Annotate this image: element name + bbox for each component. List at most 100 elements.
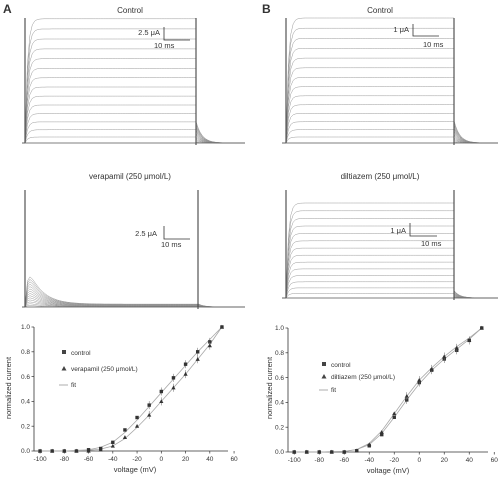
plot-b-point-drug-14: [467, 338, 472, 342]
current-sweep-b-drug-4: [282, 275, 498, 299]
plot-a-ytick-label-0: 0.0: [21, 448, 30, 455]
current-sweep-b-drug-6: [282, 261, 498, 299]
plot-a-point-drug-15: [219, 324, 225, 329]
current-sweep-a-control-8: [22, 77, 245, 144]
plot-b-legend: control diltiazem (250 μmol/L) fit: [319, 362, 395, 394]
plot-a-xtick-label-6: 20: [182, 456, 190, 463]
current-sweep-b-drug-8: [282, 247, 498, 299]
current-sweep-b-control-6: [282, 95, 498, 144]
plot-b-ytick-label-2: 0.4: [275, 400, 284, 407]
plot-a-xtick-label-5: 0: [160, 456, 164, 463]
iv-plot-a: -100 -80 -60 -40 -20 0 20 40 60 0.0 0.2 0.4 0.6 0.8 1.…: [4, 324, 238, 474]
legend-a-drug: verapamil (250 μmol/L): [71, 366, 138, 373]
panel-letter-b: B: [262, 2, 271, 16]
trace-panel-a-drug: [22, 190, 245, 309]
plot-b-xtick-label-3: -40: [365, 457, 375, 464]
scale-bar-a-drug: 2.5 μA 10 ms: [135, 226, 190, 249]
trace-panel-b-drug: [282, 190, 498, 300]
current-sweep-a-control-4: [22, 113, 245, 144]
plot-b-xtick-label-7: 40: [466, 457, 474, 464]
plot-b-point-drug-5: [354, 448, 359, 453]
plot-a-xtick-label-8: 60: [230, 456, 238, 463]
plot-b-ytick-label-0: 0.0: [275, 449, 284, 456]
current-sweep-b-drug-13: [282, 210, 498, 299]
current-sweep-a-control-3: [22, 121, 245, 144]
plot-a-point-drug-6: [110, 443, 115, 448]
trace-title-b-control: Control: [367, 6, 393, 15]
plot-a-point-control-13: [195, 350, 200, 354]
legend-b-fit: fit: [331, 387, 336, 394]
plot-a-xtick-label-4: -20: [132, 456, 142, 463]
plot-a-point-drug-8: [134, 424, 140, 428]
plot-b-xlabel: voltage (mV): [367, 466, 410, 475]
scale-current-a-drug: 2.5 μA: [135, 229, 157, 238]
plot-a-xtick-label-2: -60: [84, 456, 94, 463]
plot-a-point-control-9: [147, 403, 151, 407]
plot-b-ytick-label-3: 0.6: [275, 375, 284, 382]
plot-b-point-drug-15: [479, 325, 484, 330]
plot-a-data: [37, 324, 225, 453]
current-sweep-b-control-9: [282, 67, 498, 144]
plot-b-axes: -100 -80 -60 -40 -20 0 20 40 60 0.0 0.2 0.4 0.6 0.8 1.…: [275, 325, 498, 464]
trace-title-a-control: Control: [117, 6, 143, 15]
current-sweep-b-drug-10: [282, 233, 498, 299]
scale-current-b-drug: 1 μA: [390, 226, 406, 235]
scale-bar-a-control: 2.5 μA 10 ms: [138, 27, 190, 50]
plot-a-point-drug-4: [86, 448, 91, 453]
current-sweep-b-control-8: [282, 77, 498, 144]
trace-panel-b-control: [282, 17, 498, 145]
plot-a-legend: control verapamil (250 μmol/L) fit: [59, 350, 138, 389]
plot-a-xlabel: voltage (mV): [114, 465, 157, 474]
trace-title-a-drug: verapamil (250 μmol/L): [89, 172, 171, 181]
current-sweep-b-control-14: [282, 17, 498, 144]
plot-b-xtick-label-5: 0: [417, 457, 421, 464]
plot-b-point-drug-10: [417, 377, 422, 382]
plot-b-fit-curve-2: [294, 327, 483, 453]
plot-b-xtick-label-2: -60: [340, 457, 350, 464]
plot-a-point-control-11: [171, 376, 176, 380]
plot-b-point-drug-9: [404, 394, 409, 398]
plot-a-point-control-6: [111, 440, 115, 445]
plot-a-point-drug-7: [122, 435, 128, 439]
plot-a-point-drug-10: [159, 399, 164, 403]
current-sweep-b-control-7: [282, 86, 498, 144]
plot-a-point-drug-9: [147, 412, 152, 417]
plot-b-point-drug-11: [429, 366, 434, 371]
plot-a-point-drug-5: [98, 447, 103, 452]
current-sweep-b-drug-5: [282, 268, 498, 299]
plot-a-xtick-label-1: -80: [60, 456, 70, 463]
current-sweep-b-drug-14: [282, 202, 498, 299]
current-sweep-b-control-12: [282, 38, 498, 144]
current-sweep-a-control-7: [22, 86, 245, 144]
plot-a-ylabel: normalized current: [4, 356, 13, 419]
plot-b-point-drug-8: [392, 411, 397, 416]
scale-time-a-control: 10 ms: [154, 41, 175, 50]
scale-time-b-drug: 10 ms: [421, 239, 442, 248]
legend-a-fit: fit: [71, 382, 76, 389]
plot-a-fit-curve-1: [40, 326, 223, 452]
plot-a-point-control-12: [183, 362, 188, 366]
current-sweep-a-drug-12: [22, 281, 245, 308]
plot-a-point-drug-2: [62, 448, 67, 453]
plot-a-ytick-label-3: 0.6: [21, 374, 30, 381]
legend-a-control-marker: [62, 350, 66, 354]
current-sweep-b-drug-7: [282, 254, 498, 299]
plot-a-ytick-label-1: 0.2: [21, 423, 30, 430]
current-sweep-b-drug-9: [282, 240, 498, 299]
current-sweep-b-control-4: [282, 113, 498, 144]
plot-a-xtick-label-3: -40: [108, 456, 118, 463]
plot-b-point-control-7: [380, 432, 384, 437]
legend-b-drug: diltiazem (250 μmol/L): [331, 374, 395, 381]
scale-time-b-control: 10 ms: [423, 40, 444, 49]
plot-b-point-drug-7: [379, 429, 384, 434]
legend-b-drug-marker: [321, 374, 327, 379]
plot-b-xtick-label-8: 60: [491, 457, 499, 464]
plot-a-ytick-label-5: 1.0: [21, 324, 30, 331]
plot-a-point-drug-11: [171, 385, 176, 390]
plot-b-point-drug-4: [342, 449, 347, 454]
scale-time-a-drug: 10 ms: [161, 240, 182, 249]
current-sweep-a-control-9: [22, 68, 245, 144]
plot-b-point-drug-3: [329, 449, 334, 454]
plot-a-point-control-8: [135, 415, 139, 420]
